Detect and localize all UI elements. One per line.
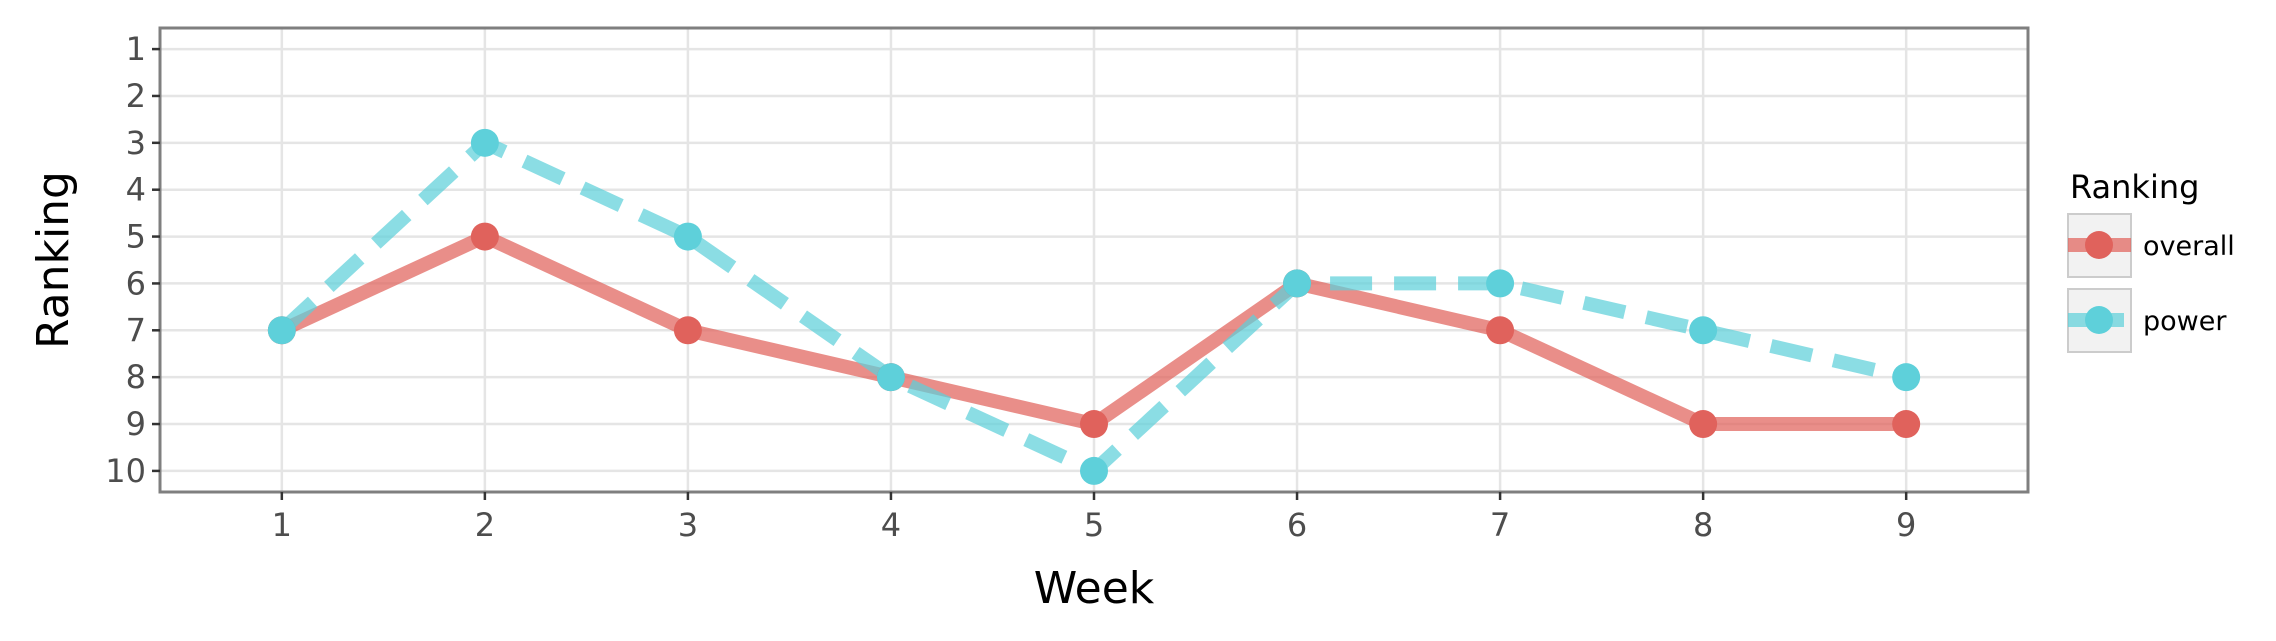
y-tick-label: 10 — [105, 452, 146, 490]
y-tick-label: 5 — [126, 218, 146, 256]
x-tick-label: 7 — [1490, 506, 1510, 544]
legend-marker-overall — [2085, 231, 2113, 259]
y-axis: 1 2 3 4 5 6 7 8 9 10 — [105, 30, 160, 490]
y-tick-label: 7 — [126, 311, 146, 349]
x-axis: 1 2 3 4 5 6 7 8 9 — [272, 492, 1916, 544]
y-axis-title: Ranking — [28, 171, 79, 349]
y-tick-label: 6 — [126, 264, 146, 302]
data-point-power — [876, 363, 905, 392]
data-point-power — [1689, 316, 1718, 345]
legend-label-power: power — [2143, 306, 2227, 337]
legend-marker-power — [2085, 306, 2113, 334]
data-point-power — [1283, 269, 1312, 298]
y-tick-label: 8 — [126, 358, 146, 396]
x-tick-label: 1 — [272, 506, 292, 544]
data-point-overall — [470, 222, 499, 251]
x-tick-label: 2 — [475, 506, 495, 544]
x-tick-label: 8 — [1693, 506, 1713, 544]
data-point-power — [470, 128, 499, 157]
data-point-overall — [1689, 410, 1718, 439]
data-point-power — [1486, 269, 1515, 298]
x-axis-title: Week — [1034, 563, 1155, 614]
series-layer — [267, 128, 1921, 485]
y-tick-label: 1 — [126, 30, 146, 68]
data-point-power — [673, 222, 702, 251]
x-tick-label: 6 — [1287, 506, 1307, 544]
x-tick-label: 3 — [678, 506, 698, 544]
data-point-overall — [673, 316, 702, 345]
legend-label-overall: overall — [2143, 231, 2235, 262]
data-point-power — [267, 316, 296, 345]
y-tick-label: 2 — [126, 77, 146, 115]
y-tick-label: 3 — [126, 124, 146, 162]
data-point-power — [1892, 363, 1921, 392]
x-tick-label: 5 — [1084, 506, 1104, 544]
y-tick-label: 9 — [126, 405, 146, 443]
data-point-overall — [1080, 410, 1108, 439]
legend-title: Ranking — [2070, 168, 2199, 206]
x-tick-label: 4 — [881, 506, 901, 544]
data-point-overall — [1486, 316, 1515, 345]
data-point-power — [1080, 456, 1108, 485]
data-point-overall — [1892, 410, 1921, 439]
x-tick-label: 9 — [1896, 506, 1916, 544]
y-tick-label: 4 — [126, 171, 146, 209]
legend: Ranking overall power — [2067, 168, 2235, 353]
